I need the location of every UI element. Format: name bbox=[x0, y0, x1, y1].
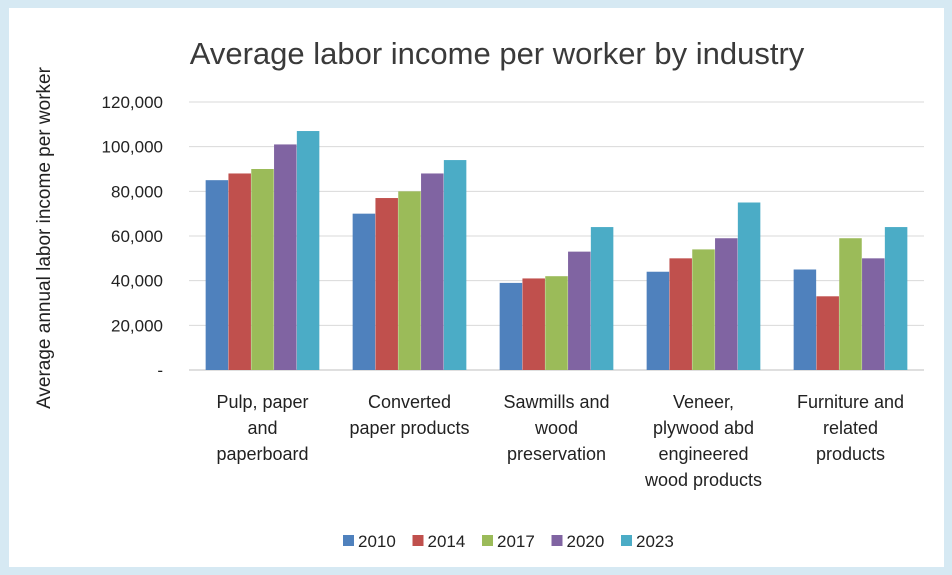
category-label-line: plywood abd bbox=[653, 418, 754, 438]
y-tick-label: - bbox=[157, 361, 163, 380]
category-label-line: Sawmills and bbox=[503, 392, 609, 412]
legend-label-2010: 2010 bbox=[358, 532, 396, 551]
category-label-line: preservation bbox=[507, 444, 606, 464]
category-label-line: paper products bbox=[349, 418, 469, 438]
category-label-line: wood bbox=[534, 418, 578, 438]
legend: 2010 2014 2017 2020 2023 bbox=[343, 532, 674, 551]
bar-2014-2 bbox=[375, 198, 398, 370]
bar-2010-3 bbox=[499, 282, 523, 370]
bar-2020-1 bbox=[274, 144, 297, 370]
category-label-line: related bbox=[823, 418, 878, 438]
legend-label-2020: 2020 bbox=[567, 532, 605, 551]
bar-2023-2 bbox=[443, 160, 467, 370]
bar-2014-3 bbox=[522, 278, 545, 370]
category-label: Converted paper products bbox=[349, 392, 469, 438]
bar-2020-5 bbox=[862, 258, 885, 370]
bar-2023-5 bbox=[884, 227, 908, 370]
category-label-line: paperboard bbox=[216, 444, 308, 464]
legend-label-2014: 2014 bbox=[428, 532, 466, 551]
y-tick-label: 120,000 bbox=[102, 93, 163, 112]
bar-2020-2 bbox=[421, 173, 444, 370]
y-tick-label: 20,000 bbox=[111, 316, 163, 335]
bar-2014-5 bbox=[816, 296, 839, 370]
category-label-line: wood products bbox=[644, 470, 762, 490]
bar-2017-5 bbox=[839, 238, 862, 370]
bar-2014-4 bbox=[669, 258, 692, 370]
bar-chart: Average labor income per worker by indus… bbox=[34, 36, 924, 551]
category-label-line: Converted bbox=[368, 392, 451, 412]
y-axis-label: Average annual labor income per worker bbox=[34, 66, 55, 409]
bar-2010-5 bbox=[793, 269, 817, 370]
category-label-line: products bbox=[816, 444, 885, 464]
bar-2023-3 bbox=[590, 227, 614, 370]
y-tick-label: 60,000 bbox=[111, 227, 163, 246]
bar-2017-1 bbox=[251, 169, 274, 370]
bar-2020-3 bbox=[568, 251, 591, 370]
bar-2023-4 bbox=[737, 202, 761, 370]
legend-swatch-2017 bbox=[482, 535, 493, 546]
category-label-line: Furniture and bbox=[797, 392, 904, 412]
category-label: Pulp, paper and paperboard bbox=[216, 392, 308, 464]
category-label-line: Veneer, bbox=[673, 392, 734, 412]
chart-title: Average labor income per worker by indus… bbox=[190, 36, 805, 71]
bar-2010-1 bbox=[205, 180, 229, 370]
legend-swatch-2020 bbox=[551, 535, 563, 546]
category-label: Veneer, plywood abd engineered wood product… bbox=[644, 392, 762, 490]
bar-2017-4 bbox=[692, 249, 715, 370]
chart-area: Average labor income per worker by indus… bbox=[9, 8, 944, 567]
bar-2023-1 bbox=[296, 131, 320, 370]
legend-swatch-2010 bbox=[343, 535, 354, 546]
category-label-line: engineered bbox=[658, 444, 748, 464]
bars bbox=[205, 131, 908, 370]
legend-label-2023: 2023 bbox=[636, 532, 674, 551]
bar-2017-2 bbox=[398, 191, 421, 370]
y-axis-ticks: - 20,000 40,000 60,000 80,000 100,000 120,000 bbox=[102, 93, 163, 380]
y-tick-label: 80,000 bbox=[111, 182, 163, 201]
legend-swatch-2023 bbox=[621, 535, 632, 546]
bar-2020-4 bbox=[715, 238, 738, 370]
category-label: Furniture and related products bbox=[797, 392, 904, 464]
y-tick-label: 40,000 bbox=[111, 272, 163, 291]
bar-2014-1 bbox=[228, 173, 251, 370]
category-labels: Pulp, paper and paperboard Converted paper p… bbox=[216, 392, 904, 490]
legend-label-2017: 2017 bbox=[497, 532, 535, 551]
bar-2010-4 bbox=[646, 271, 670, 370]
category-label-line: Pulp, paper bbox=[216, 392, 308, 412]
bar-2010-2 bbox=[352, 213, 376, 370]
category-label: Sawmills and wood preservation bbox=[503, 392, 609, 464]
legend-swatch-2014 bbox=[412, 535, 424, 546]
bar-2017-3 bbox=[545, 276, 568, 370]
y-tick-label: 100,000 bbox=[102, 138, 163, 157]
category-label-line: and bbox=[247, 418, 277, 438]
